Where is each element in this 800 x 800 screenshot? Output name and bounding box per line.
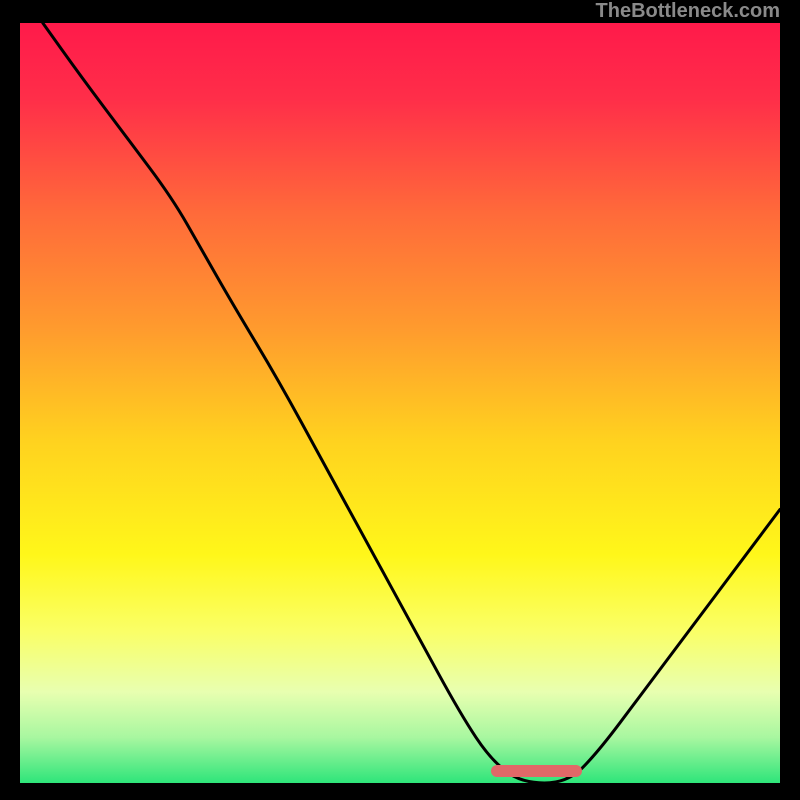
optimal-range-bar (491, 765, 582, 777)
bottleneck-curve (20, 23, 780, 783)
chart-container: TheBottleneck.com (0, 0, 800, 800)
plot-area (20, 23, 780, 783)
watermark-text: TheBottleneck.com (596, 0, 780, 23)
